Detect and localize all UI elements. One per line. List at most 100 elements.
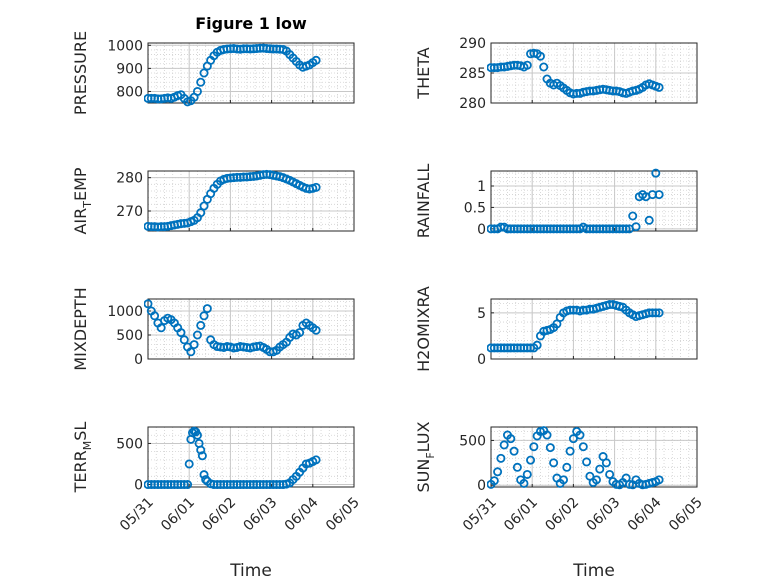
data-point: [549, 458, 559, 468]
chart-title: Figure 1 low: [195, 14, 307, 33]
y-tick-label: 0: [477, 352, 486, 368]
axes-pressure: 800 900 1000 PRESSURE Figure 1 low: [71, 14, 355, 115]
series-pressure: [144, 43, 321, 107]
axes-h2omixra: 0 5 H2OMIXRA: [414, 286, 698, 372]
axes-box: [147, 42, 355, 104]
y-tick-label: 1: [477, 179, 486, 195]
y-tick-label: 290: [459, 36, 486, 52]
data-point: [621, 224, 631, 234]
series-terr-msl: [144, 426, 321, 490]
data-point: [568, 434, 578, 444]
data-point: [522, 60, 532, 70]
data-point: [519, 478, 529, 488]
series-sun-flux: [487, 426, 664, 490]
data-point: [311, 325, 321, 335]
axes-sun-flux: 0 500 05/31 06/01 06/02 06/03 06/04 06/05 SUNFLU…: [414, 421, 706, 581]
x-axis-label: Time: [229, 561, 272, 581]
data-point: [654, 308, 664, 318]
data-point: [489, 476, 499, 486]
y-tick-label: 500: [116, 328, 143, 344]
axes-terr-msl: 0 500 05/31 06/01 06/02 06/03 06/04 06/05 TERRMS…: [71, 422, 363, 581]
data-point: [496, 453, 506, 463]
series-theta: [487, 48, 664, 99]
data-point: [197, 451, 207, 461]
data-point: [512, 462, 522, 472]
data-point: [184, 459, 194, 469]
y-axis-label: RAINFALL: [414, 164, 433, 239]
y-tick-label: 0: [134, 352, 143, 368]
data-point: [591, 475, 601, 485]
axes-mixdepth: 0 500 1000 MIXDEPTH: [71, 287, 355, 371]
data-point: [529, 442, 539, 452]
data-point: [199, 201, 209, 211]
data-point: [644, 215, 654, 225]
plot-area: [147, 426, 355, 488]
axes-box: [490, 298, 698, 360]
y-tick-label: 285: [459, 66, 486, 82]
y-tick-label: 500: [459, 433, 486, 449]
data-point: [509, 446, 519, 456]
series-air-temp: [144, 169, 321, 232]
y-tick-label: 0: [477, 478, 486, 494]
x-axis-label: Time: [572, 561, 615, 581]
x-tick-label: 06/02: [542, 495, 582, 535]
y-axis-label: SUNFLUX: [414, 421, 437, 492]
y-axis-label: THETA: [414, 47, 433, 99]
y-tick-label: 0: [477, 222, 486, 238]
axes-theta: 280 285 290 THETA: [414, 36, 698, 112]
axes-box: [147, 170, 355, 232]
data-point: [651, 308, 661, 318]
data-point: [311, 182, 321, 192]
data-point: [311, 455, 321, 465]
data-point: [624, 479, 634, 489]
data-point: [192, 430, 202, 440]
y-tick-label: 1000: [107, 304, 143, 320]
x-tick-label: 05/31: [117, 495, 157, 535]
data-point: [186, 347, 196, 357]
y-axis-label: AIRTEMP: [71, 167, 94, 234]
data-point: [654, 475, 664, 485]
data-point: [499, 440, 509, 450]
data-point: [605, 469, 615, 479]
data-point: [311, 55, 321, 65]
y-tick-label: 270: [116, 204, 143, 220]
data-point: [199, 68, 209, 78]
data-point: [559, 475, 569, 485]
x-tick-label: 05/31: [460, 495, 500, 535]
x-tick-label: 06/03: [584, 495, 624, 535]
data-point: [578, 442, 588, 452]
x-tick-label: 06/01: [501, 495, 541, 535]
data-point: [506, 434, 516, 444]
data-point: [654, 190, 664, 200]
data-point: [199, 311, 209, 321]
plot-area: [490, 170, 698, 232]
y-tick-label: 280: [116, 171, 143, 187]
data-point: [651, 168, 661, 178]
data-point: [631, 222, 641, 232]
data-point: [601, 458, 611, 468]
y-axis-label: H2OMIXRA: [414, 286, 433, 372]
x-tick-label: 06/05: [323, 495, 363, 535]
data-point: [532, 340, 542, 350]
y-axis-label: MIXDEPTH: [71, 287, 90, 370]
data-point: [183, 480, 193, 490]
y-tick-label: 800: [116, 84, 143, 100]
data-point: [535, 51, 545, 61]
y-tick-label: 280: [459, 96, 486, 112]
axes-box: [147, 298, 355, 360]
axes-rainfall: 0 0.5 1 RAINFALL: [414, 164, 698, 239]
data-point: [156, 323, 166, 333]
y-tick-label: 900: [116, 61, 143, 77]
data-point: [196, 208, 206, 218]
data-point: [526, 455, 536, 465]
data-point: [539, 62, 549, 72]
data-point: [565, 446, 575, 456]
x-tick-label: 06/03: [241, 495, 281, 535]
data-point: [179, 335, 189, 345]
data-point: [575, 430, 585, 440]
x-tick-label: 06/05: [666, 495, 706, 535]
series-mixdepth: [144, 299, 321, 357]
data-point: [196, 77, 206, 87]
data-point: [196, 320, 206, 330]
